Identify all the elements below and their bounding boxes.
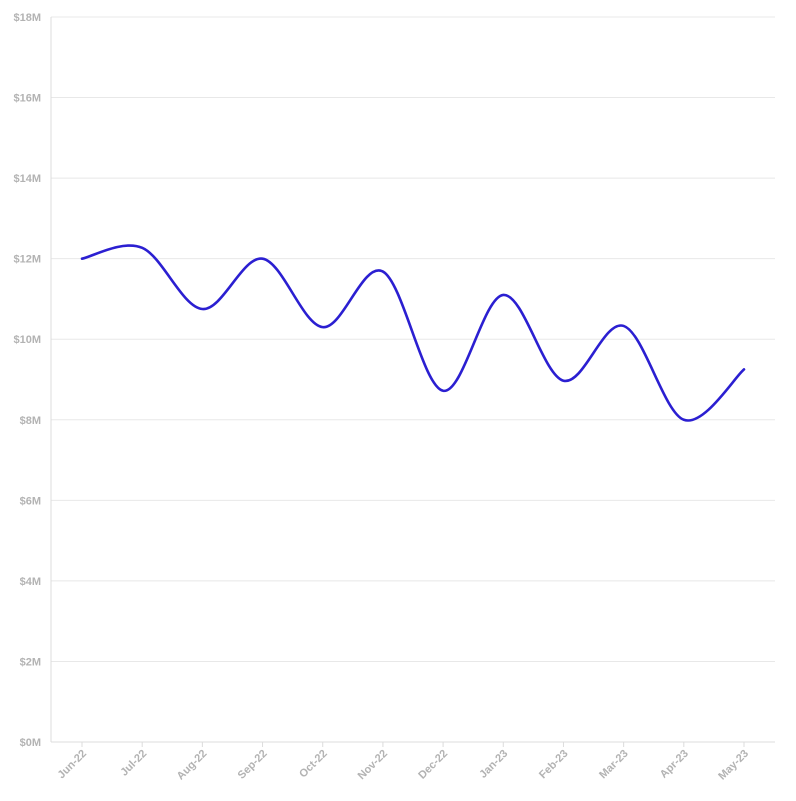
x-tick-label: Feb-23 [537,748,571,782]
x-tick-label: Jan-23 [477,748,510,781]
x-tick-label: May-23 [716,748,751,783]
x-tick-label: Mar-23 [597,748,631,782]
x-tick-label: Nov-22 [356,748,390,782]
x-tick-label: Sep-22 [236,748,270,782]
y-axis-tick-labels: $0M $2M $4M $6M $8M $10M $12M $14M $16M $18M [13,12,41,749]
gridlines [51,16,775,662]
series-line [80,244,746,422]
y-tick-label: $6M [20,495,41,507]
x-axis-tick-labels: Jun-22 Jul-22 Aug-22 Sep-22 Oct-22 Nov-22 Dec-… [56,748,752,783]
y-tick-label: $8M [20,415,41,427]
y-tick-label: $4M [20,576,41,588]
x-tick-label: Dec-22 [416,748,450,782]
x-tick-label: Apr-23 [658,748,691,781]
y-tick-label: $0M [20,737,41,749]
y-tick-label: $18M [13,12,41,24]
x-tick-label: Jul-22 [118,748,149,779]
y-tick-label: $14M [13,173,41,185]
series-layer [80,244,746,422]
x-tick-label: Aug-22 [175,748,210,783]
y-tick-label: $16M [13,93,41,105]
y-tick-label: $12M [13,254,41,266]
axes [50,17,775,747]
x-tick-label: Oct-22 [297,748,330,781]
x-tick-label: Jun-22 [56,748,90,782]
y-tick-label: $10M [13,334,41,346]
y-tick-label: $2M [20,656,41,668]
